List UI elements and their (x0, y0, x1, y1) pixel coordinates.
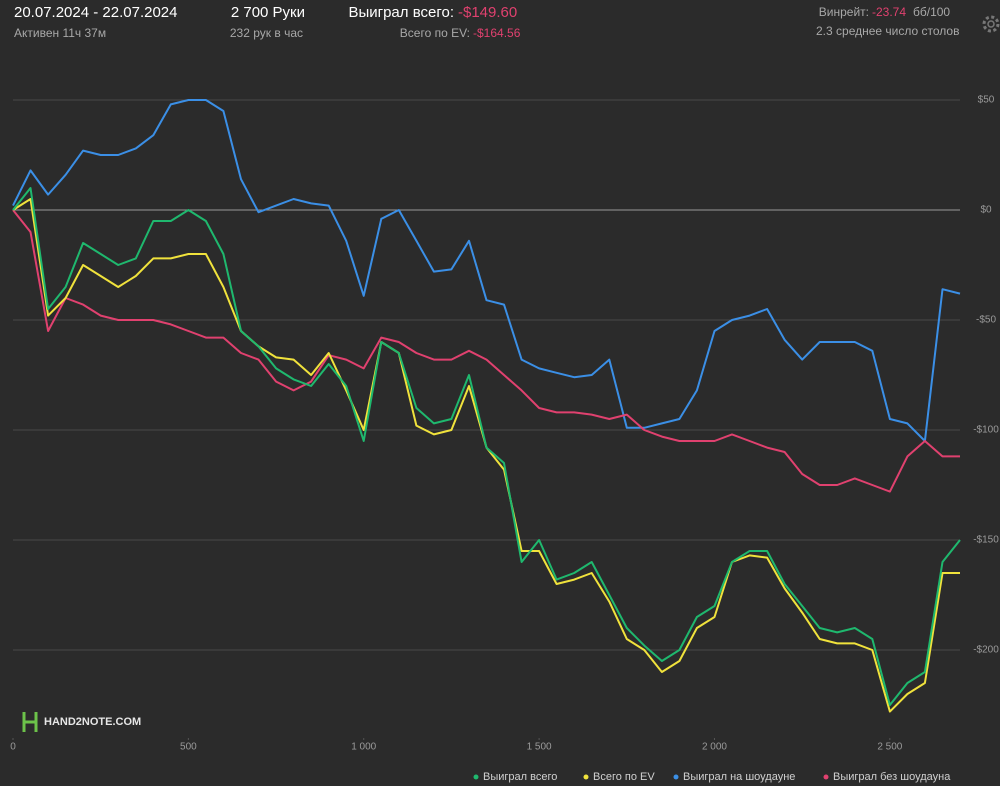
logo-text: HAND2NOTE.COM (44, 716, 141, 728)
ev-value: -$164.56 (473, 26, 521, 40)
legend-item[interactable]: Выиграл без шоудауна (823, 771, 952, 783)
legend-marker (473, 774, 479, 780)
hands-per-hour: 232 рук в час (230, 26, 303, 40)
y-tick-label: -$150 (973, 535, 999, 546)
won-label: Выиграл всего: (348, 4, 454, 21)
legend-marker (583, 774, 589, 780)
series-line (12, 209, 960, 493)
legend-label: Выиграл на шоудауне (683, 771, 795, 783)
legend-label: Выиграл без шоудауна (833, 771, 951, 783)
x-tick-label: 0 (10, 742, 16, 753)
y-tick-label: $0 (980, 205, 992, 216)
y-tick-label: -$100 (973, 425, 999, 436)
x-tick-label: 2 000 (702, 742, 727, 753)
x-tick-label: 1 000 (351, 742, 376, 753)
legend-item[interactable]: Выиграл всего (473, 771, 558, 783)
x-tick-label: 2 500 (877, 742, 902, 753)
ev-label: Всего по EV: (400, 26, 470, 40)
y-tick-label: -$200 (973, 645, 999, 656)
winrate-label: Винрейт: (819, 5, 869, 19)
date-range: 20.07.2024 - 22.07.2024 (14, 4, 177, 21)
tables: 2.3 среднее число столов (816, 24, 959, 38)
logo: HAND2NOTE.COM (22, 712, 141, 732)
y-tick-label: -$50 (976, 315, 996, 326)
y-tick-label: $50 (978, 95, 995, 106)
x-tick-label: 500 (180, 742, 197, 753)
winrate-unit: бб/100 (913, 5, 950, 19)
winrate-value: -23.74 (872, 5, 906, 19)
legend-item[interactable]: Всего по EV (583, 771, 656, 783)
series-line (12, 187, 961, 706)
legend-label: Всего по EV (593, 771, 655, 783)
legend-label: Выиграл всего (483, 771, 557, 783)
series-line (12, 99, 961, 442)
active-time: Активен 11ч 37м (14, 26, 106, 40)
legend-marker (823, 774, 829, 780)
x-tick-label: 1 500 (527, 742, 552, 753)
settings-icon[interactable] (982, 15, 1000, 33)
won-value: -$149.60 (458, 4, 517, 21)
legend-marker (673, 774, 679, 780)
legend-item[interactable]: Выиграл на шоудауне (673, 771, 796, 783)
hands: 2 700 Руки (231, 4, 305, 21)
